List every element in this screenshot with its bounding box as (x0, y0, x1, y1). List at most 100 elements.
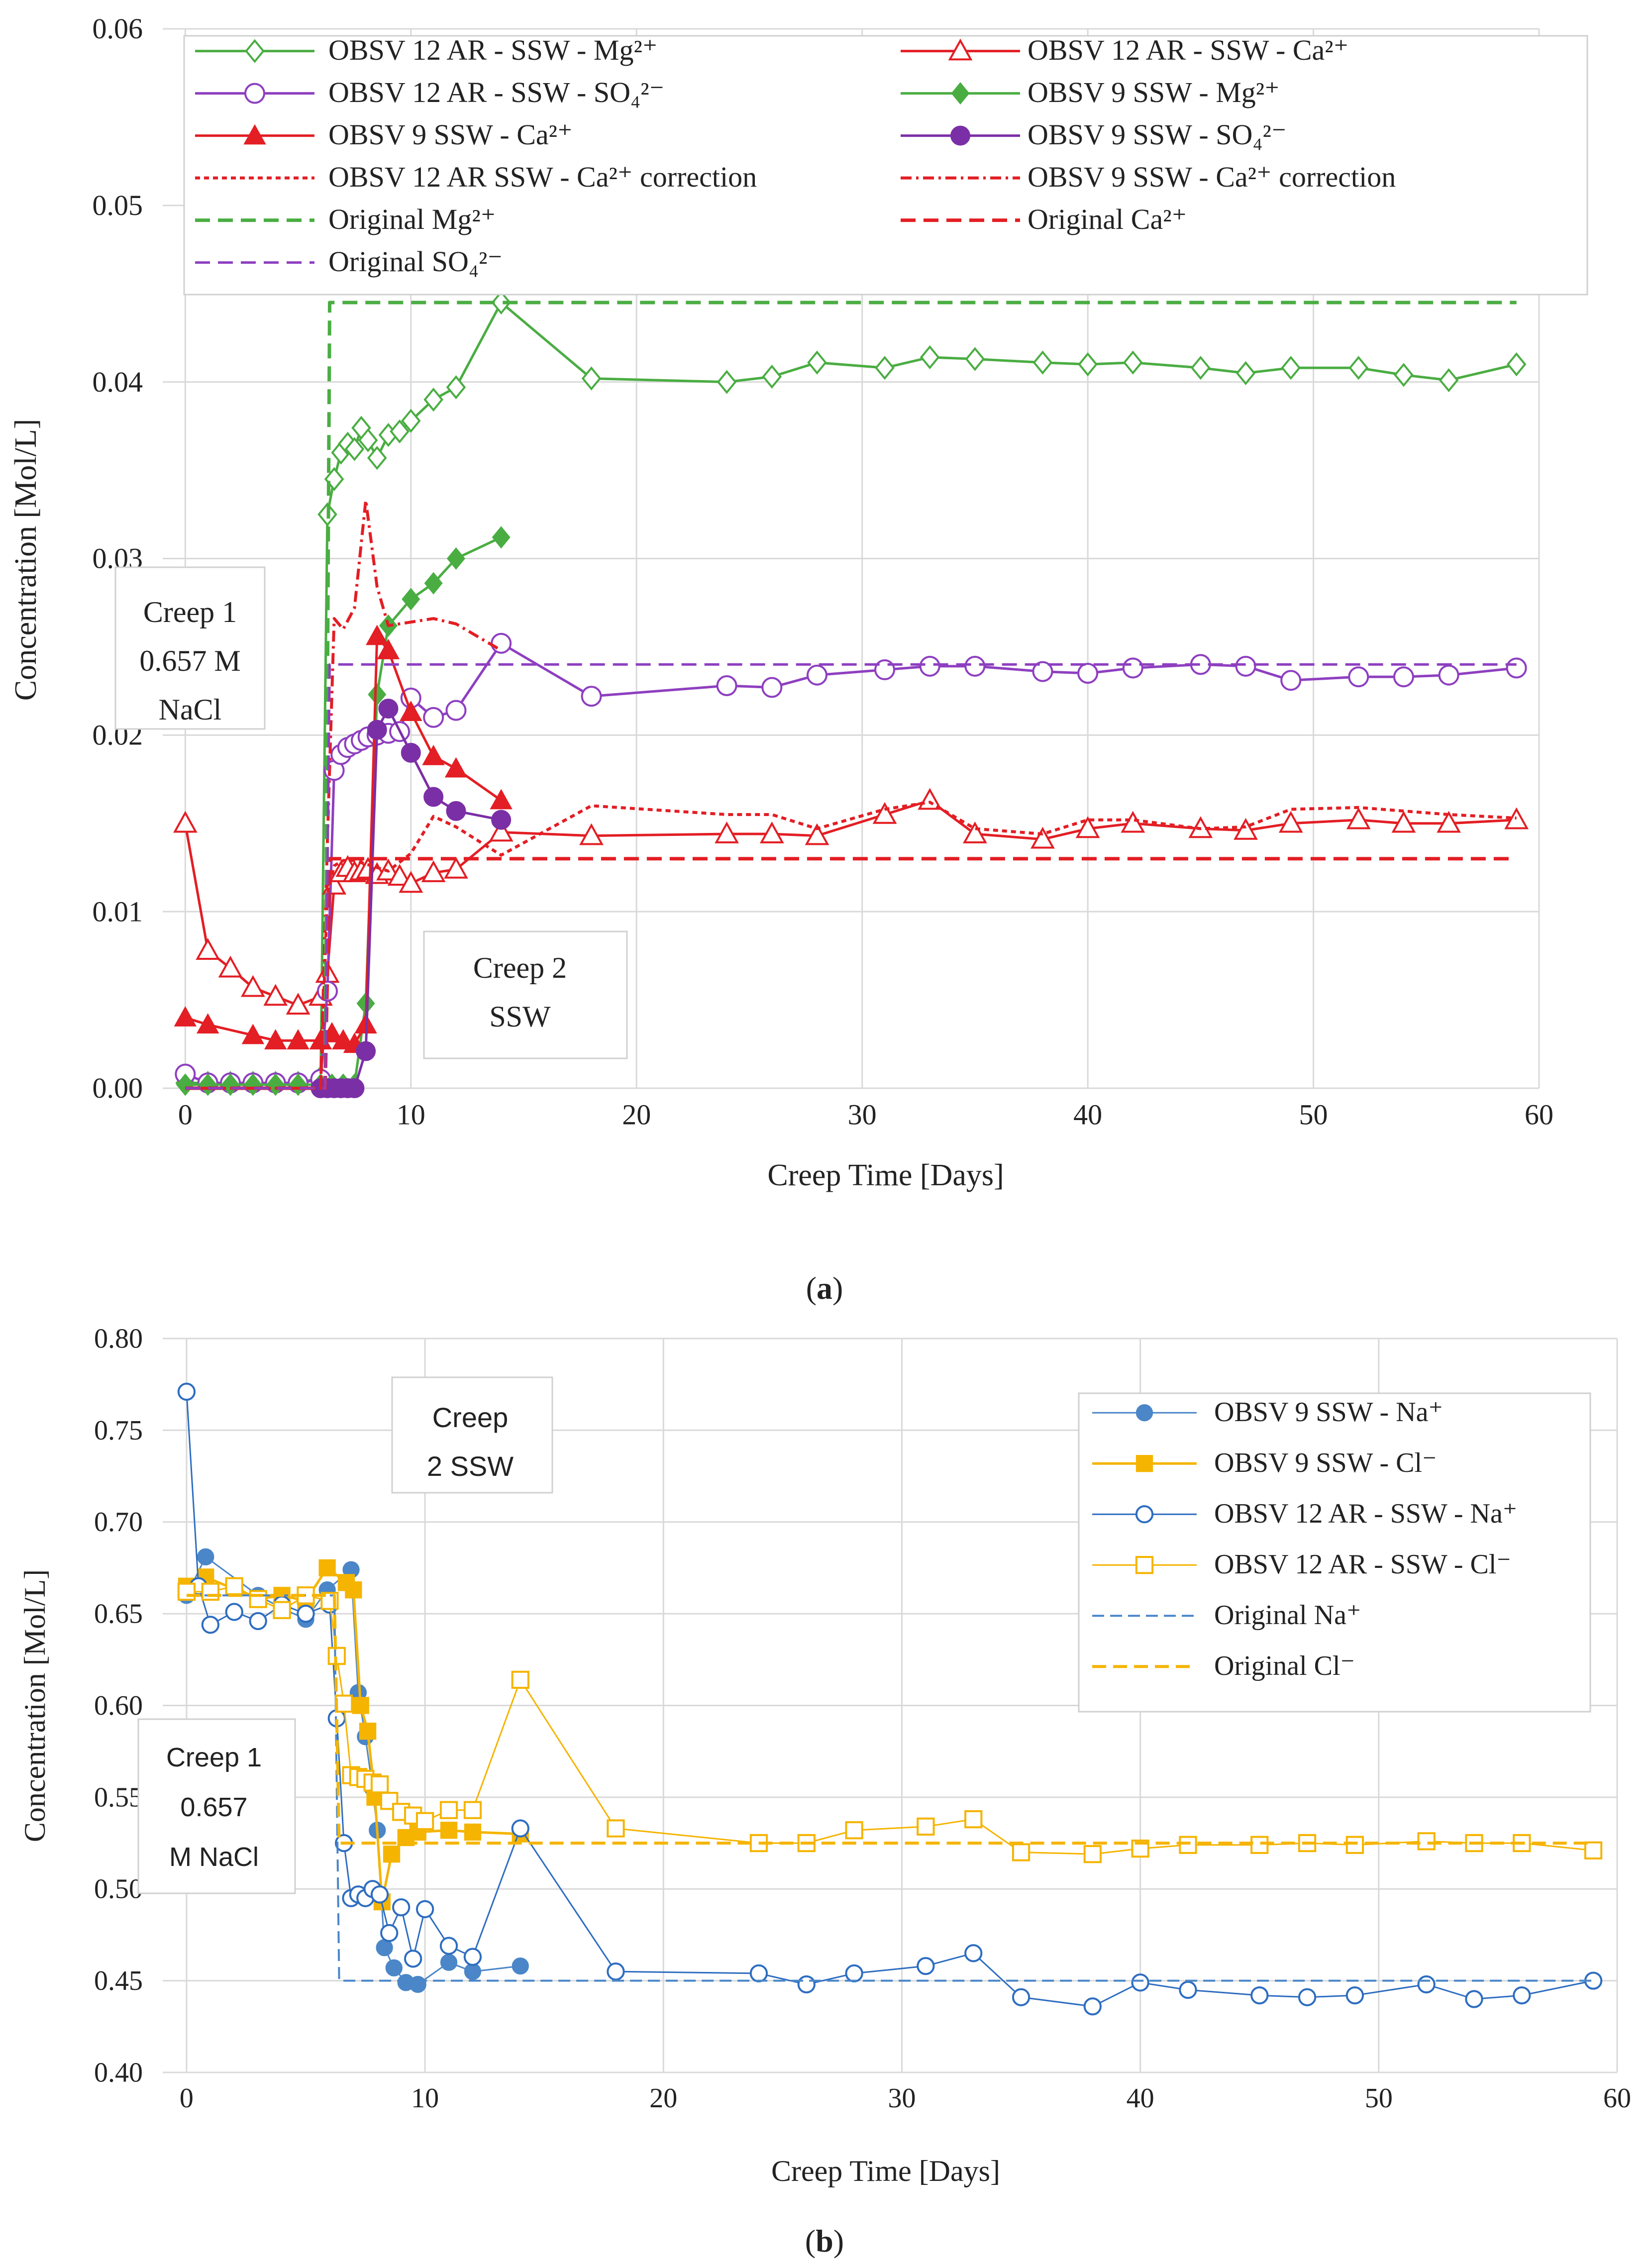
data-point (1131, 1973, 1149, 1992)
data-point (759, 821, 784, 843)
y-tick-label: 0.04 (93, 366, 143, 398)
data-point (440, 1954, 458, 1971)
data-point (445, 700, 467, 721)
legend-label: OBSV 12 AR - SSW - Ca²⁺ (1028, 34, 1348, 66)
legend-marker (243, 124, 266, 145)
annotation-text: Creep 1 (166, 1743, 262, 1772)
annotation-text: 0.657 (180, 1792, 247, 1822)
data-point (352, 1697, 369, 1714)
data-point (404, 1950, 422, 1968)
annotation-box (391, 1376, 553, 1494)
data-point (422, 744, 445, 765)
data-point (176, 1073, 195, 1096)
tick-labels: 0.000.010.020.030.040.050.060 10 20 30 40 50 6… (93, 12, 1554, 1131)
annotation-box (423, 930, 628, 1059)
legend-label: OBSV 9 SSW - Cl⁻ (1214, 1447, 1437, 1478)
data-point (579, 823, 604, 845)
y-tick-label: 0.60 (94, 1690, 143, 1721)
data-point (964, 1810, 983, 1829)
data-point (464, 1823, 482, 1841)
panel-caption: (b) (805, 2223, 844, 2259)
series-line (185, 499, 502, 1090)
x-tick-label: 60 (1525, 1099, 1553, 1131)
data-point (196, 1013, 219, 1034)
data-point (1191, 356, 1211, 380)
series-9 (185, 857, 1517, 1090)
data-point (491, 632, 512, 654)
data-point (512, 1957, 529, 1975)
data-point (492, 526, 511, 549)
annotation-text: 0.657 M (139, 644, 240, 677)
data-point (1236, 361, 1256, 386)
data-point (366, 624, 389, 645)
data-point (370, 1775, 389, 1794)
data-point (511, 1670, 529, 1689)
data-point (463, 1948, 482, 1966)
data-point (415, 1900, 434, 1918)
data-point (1298, 1988, 1317, 2006)
data-point (845, 1821, 863, 1840)
data-point (807, 350, 827, 375)
data-point (607, 1819, 625, 1838)
series-4 (174, 624, 513, 1053)
data-point (225, 1577, 243, 1595)
legend-entry: OBSV 12 AR - SSW - SO₄²⁻ (195, 76, 664, 108)
data-point (1391, 811, 1416, 833)
data-point (289, 1073, 308, 1096)
data-point (607, 1962, 625, 1981)
data-point (1506, 352, 1527, 377)
data-point (174, 1006, 197, 1027)
x-tick-label: 60 (1603, 2083, 1631, 2114)
legend-entry: OBSV 12 AR - SSW - Na⁺ (1092, 1498, 1517, 1529)
data-point (399, 871, 423, 893)
data-point (1123, 350, 1143, 375)
data-point (511, 1819, 529, 1838)
data-point (240, 975, 265, 997)
data-point (845, 1964, 863, 1983)
data-point (875, 356, 895, 380)
data-point (446, 801, 466, 821)
data-point (1281, 356, 1301, 380)
series-line (186, 1594, 1594, 1845)
legend-label: OBSV 9 SSW - SO₄²⁻ (1028, 118, 1287, 151)
data-point (423, 707, 444, 728)
series-6 (185, 801, 1517, 1090)
data-point (392, 1898, 411, 1917)
legend-entry: OBSV 12 AR SSW - Ca²⁺ correction (195, 161, 757, 193)
data-point (249, 1612, 267, 1631)
data-point (367, 720, 387, 740)
data-point (920, 345, 940, 370)
data-point (344, 1078, 365, 1098)
series-3 (177, 1577, 1603, 1863)
annotation-text: Creep (432, 1402, 509, 1433)
data-point (1278, 811, 1303, 833)
legend-label: OBSV 12 AR - SSW - SO₄²⁻ (328, 76, 664, 108)
data-point (243, 1073, 262, 1096)
data-point (177, 1582, 196, 1601)
data-point (1075, 816, 1100, 838)
annotation-box (137, 1718, 296, 1894)
annotation-box (114, 566, 266, 730)
data-point (409, 1975, 426, 1993)
legend-entry: Original Ca²⁺ (901, 203, 1187, 235)
data-point (463, 1801, 482, 1819)
x-tick-label: 50 (1365, 2083, 1393, 2114)
data-point (716, 675, 737, 696)
data-point (715, 821, 739, 843)
legend-label: OBSV 12 AR - SSW - Mg²⁺ (328, 34, 657, 66)
legend-entry: OBSV 9 SSW - Mg²⁺ (901, 76, 1280, 108)
series-line (185, 663, 1517, 1090)
series-group (173, 290, 1529, 1098)
data-point (1438, 664, 1459, 686)
y-tick-label: 0.06 (93, 12, 143, 45)
data-point (368, 683, 387, 706)
data-point (805, 823, 829, 845)
data-point (464, 1963, 482, 1980)
data-point (380, 1924, 399, 1942)
x-axis-label: Creep Time [Days] (767, 1158, 1004, 1192)
data-point (446, 375, 466, 400)
data-point (1513, 1986, 1531, 2005)
data-point (439, 1937, 458, 1955)
data-point (489, 820, 514, 842)
data-point (344, 437, 365, 461)
